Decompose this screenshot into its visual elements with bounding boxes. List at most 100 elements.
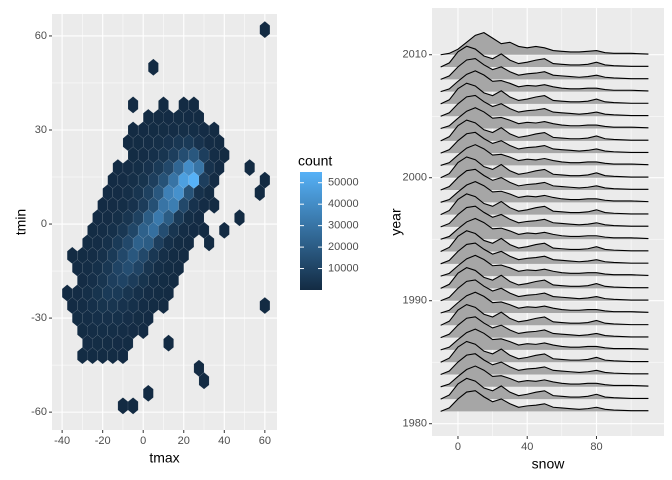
ridge-line — [440, 82, 649, 105]
ridge-fill — [440, 230, 649, 252]
ridge-line — [440, 144, 649, 166]
ridge-line — [440, 217, 649, 240]
ridge-fill — [440, 292, 649, 314]
ridge-line — [440, 267, 649, 289]
legend-title: count — [298, 153, 332, 169]
hex — [188, 96, 200, 114]
colorbar-label: 40000 — [328, 198, 359, 210]
x-tick-label: 0 — [140, 435, 146, 447]
hexes — [61, 20, 271, 415]
ridge-line — [440, 230, 649, 253]
y-tick-label: 2000 — [403, 172, 427, 184]
ridge-line — [440, 303, 649, 326]
colorbar — [300, 172, 322, 290]
ridge-line — [440, 316, 649, 339]
ridge-fill — [440, 255, 649, 277]
ridge-fill — [440, 181, 649, 203]
ridge-line — [440, 180, 649, 203]
ridge-line — [440, 107, 649, 130]
ridge-fill — [440, 169, 649, 191]
ridge-fill — [440, 70, 649, 92]
ridge-line — [440, 254, 649, 277]
ridge-fill — [440, 329, 649, 350]
ridge-fill — [440, 132, 649, 154]
ridge-fill — [440, 107, 649, 129]
ridge-line — [440, 45, 649, 68]
ridge-line — [440, 377, 649, 400]
x-tick-label: 0 — [455, 441, 461, 453]
hex — [193, 359, 205, 377]
ridge-fill — [440, 378, 649, 400]
ridge-fill — [440, 304, 649, 326]
ridge-line — [440, 328, 649, 351]
hex — [203, 234, 215, 252]
x-tick-label: 60 — [259, 435, 271, 447]
ridge-fill — [440, 156, 649, 178]
y-tick-label: -30 — [31, 312, 47, 324]
colorbar-label: 30000 — [328, 220, 359, 232]
x-tick-label: 40 — [521, 441, 533, 453]
x-tick-label: -20 — [95, 435, 111, 447]
ridge-line — [440, 94, 649, 117]
ridge-line — [440, 168, 649, 191]
ridge-line — [440, 70, 649, 93]
x-tick-label: 80 — [590, 441, 602, 453]
ridge-line — [440, 193, 649, 216]
ridge-line — [440, 131, 649, 154]
hex — [208, 121, 220, 139]
y-tick-label: -60 — [31, 406, 47, 418]
hex — [234, 209, 245, 227]
ridge-line — [440, 242, 649, 265]
ridge-fill — [440, 206, 649, 227]
hex — [254, 184, 266, 202]
ridge-fill — [440, 83, 649, 104]
y-tick-label: 30 — [35, 124, 47, 136]
ridge-fill — [440, 243, 649, 264]
hex — [259, 20, 271, 39]
ridge-fill — [440, 353, 649, 375]
x-axis-title: tmax — [149, 450, 179, 466]
hex — [244, 158, 255, 177]
hex — [218, 221, 230, 239]
ridge-line — [440, 31, 649, 56]
y-axis-title: year — [388, 208, 404, 236]
ridge-fill — [440, 95, 649, 117]
hex — [148, 58, 159, 76]
y-axis-title: tmin — [13, 209, 29, 235]
ridge-line — [440, 58, 649, 80]
ridge-line — [440, 119, 649, 142]
ridge-line — [440, 279, 649, 302]
y-tick-label: 1990 — [403, 295, 427, 307]
ridge-fill — [440, 46, 649, 68]
ridge-fill — [440, 267, 649, 289]
hex — [259, 296, 271, 315]
ridge-fill — [440, 144, 649, 166]
colorbar-label: 50000 — [328, 177, 359, 189]
hex — [142, 384, 154, 403]
hex — [158, 96, 169, 114]
ridge-fill — [440, 341, 649, 363]
ridge-line — [440, 156, 649, 179]
ridge-line — [440, 353, 649, 376]
y-tick-label: 2010 — [403, 49, 427, 61]
ridge-line — [440, 340, 649, 363]
x-tick-label: 40 — [218, 435, 230, 447]
hex — [127, 397, 139, 415]
y-tick-label: 60 — [35, 30, 47, 42]
colorbar-label: 20000 — [328, 241, 359, 253]
hex — [127, 96, 139, 114]
ridge-fill — [440, 316, 649, 338]
ridge-fill — [440, 218, 649, 240]
x-tick-label: 20 — [178, 435, 190, 447]
x-axis-title: snow — [532, 456, 566, 472]
ridge-fill — [440, 390, 649, 412]
y-tick-label: 1980 — [403, 418, 427, 430]
ridge-line — [440, 365, 649, 388]
x-tick-label: -40 — [54, 435, 70, 447]
ridge-fill — [440, 193, 649, 215]
colorbar-label: 10000 — [328, 262, 359, 274]
ridge-fill — [440, 366, 649, 387]
hex — [163, 334, 174, 352]
